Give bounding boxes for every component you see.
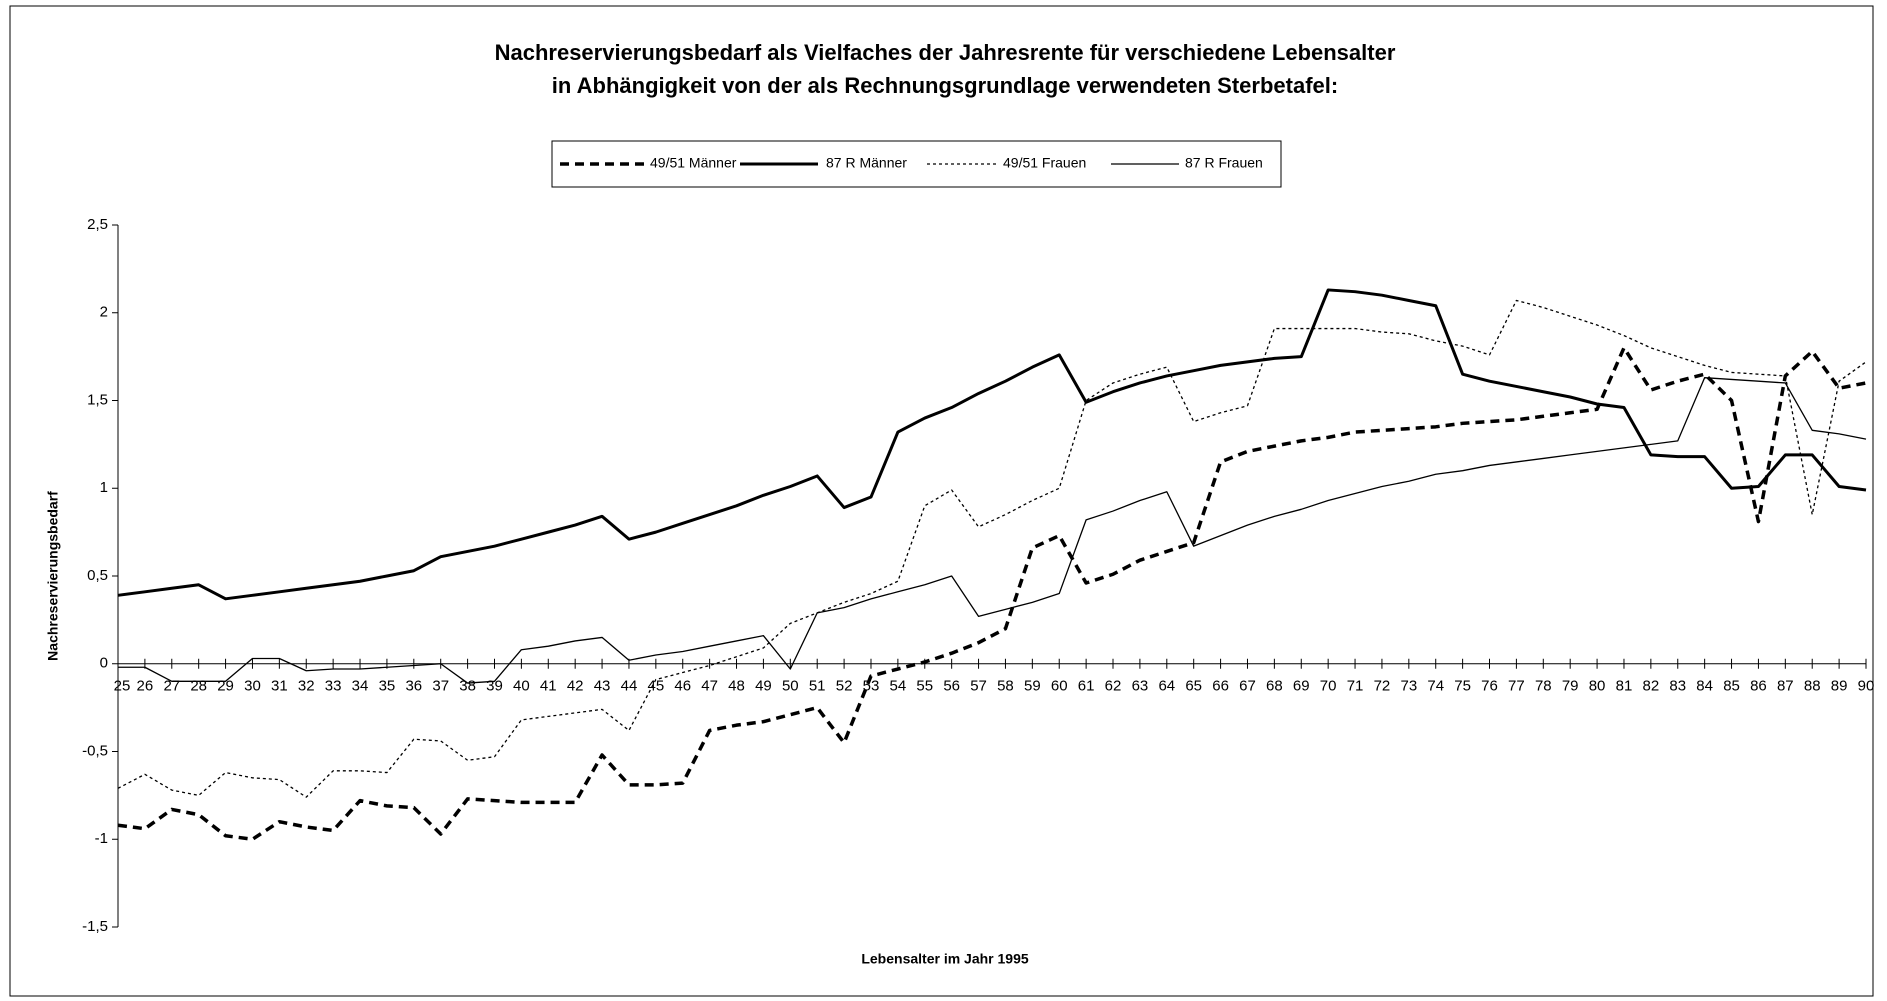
legend-label: 87 R Frauen (1185, 155, 1263, 171)
x-tick-label: 66 (1212, 678, 1229, 695)
y-tick-label: 2 (100, 304, 108, 321)
y-tick-label: -0,5 (82, 742, 108, 759)
x-tick-label: 89 (1831, 678, 1848, 695)
y-tick-label: 2,5 (87, 216, 108, 233)
series-line (117, 288, 1867, 601)
x-tick-label: 87 (1777, 678, 1794, 695)
x-tick-label: 83 (1669, 678, 1686, 695)
x-tick-label: 38 (459, 678, 476, 695)
x-tick-label: 77 (1508, 678, 1525, 695)
x-tick-label: 25 (114, 678, 131, 695)
chart-title: Nachreservierungsbedarf als Vielfaches d… (495, 40, 1396, 65)
x-tick-label: 84 (1696, 678, 1713, 695)
x-tick-label: 35 (379, 678, 396, 695)
x-tick-label: 31 (271, 678, 288, 695)
y-tick-label: 1 (100, 479, 108, 496)
x-tick-label: 42 (567, 678, 584, 695)
x-tick-label: 59 (1024, 678, 1041, 695)
legend-label: 49/51 Frauen (1003, 155, 1086, 171)
x-tick-label: 88 (1804, 678, 1821, 695)
y-tick-label: -1 (95, 830, 108, 847)
x-tick-label: 86 (1750, 678, 1767, 695)
x-tick-label: 48 (728, 678, 745, 695)
x-tick-label: 50 (782, 678, 799, 695)
x-tick-label: 85 (1723, 678, 1740, 695)
x-tick-label: 63 (1132, 678, 1149, 695)
x-tick-label: 34 (352, 678, 369, 695)
x-tick-label: 81 (1616, 678, 1633, 695)
y-tick-label: 0 (100, 655, 108, 672)
x-tick-label: 90 (1858, 678, 1875, 695)
x-tick-label: 61 (1078, 678, 1095, 695)
x-tick-label: 56 (943, 678, 960, 695)
x-tick-label: 40 (513, 678, 530, 695)
x-tick-label: 41 (540, 678, 557, 695)
series-line (117, 299, 1867, 798)
x-tick-label: 55 (916, 678, 933, 695)
x-tick-label: 71 (1347, 678, 1364, 695)
x-tick-label: 54 (890, 678, 907, 695)
x-tick-label: 68 (1266, 678, 1283, 695)
x-axis-title: Lebensalter im Jahr 1995 (861, 951, 1029, 967)
x-tick-label: 70 (1320, 678, 1337, 695)
x-tick-label: 37 (432, 678, 449, 695)
x-tick-label: 52 (836, 678, 853, 695)
x-tick-label: 45 (648, 678, 665, 695)
x-tick-label: 44 (621, 678, 638, 695)
y-tick-label: 1,5 (87, 391, 108, 408)
y-tick-label: 0,5 (87, 567, 108, 584)
x-tick-label: 75 (1454, 678, 1471, 695)
x-tick-label: 49 (755, 678, 772, 695)
x-tick-label: 29 (217, 678, 234, 695)
legend-label: 87 R Männer (826, 155, 907, 171)
series-line (118, 377, 1867, 684)
x-tick-label: 65 (1185, 678, 1202, 695)
x-tick-label: 76 (1481, 678, 1498, 695)
series-line (117, 346, 1867, 841)
x-tick-label: 67 (1239, 678, 1256, 695)
x-tick-label: 58 (997, 678, 1014, 695)
y-axis-title: Nachreservierungsbedarf (45, 491, 61, 661)
x-tick-label: 28 (190, 678, 207, 695)
legend-label: 49/51 Männer (650, 155, 737, 171)
x-tick-label: 69 (1293, 678, 1310, 695)
x-tick-label: 73 (1400, 678, 1417, 695)
x-tick-label: 39 (486, 678, 503, 695)
x-tick-label: 47 (701, 678, 718, 695)
x-tick-label: 78 (1535, 678, 1552, 695)
x-tick-label: 62 (1105, 678, 1122, 695)
x-tick-label: 36 (405, 678, 422, 695)
x-tick-label: 43 (594, 678, 611, 695)
x-tick-label: 51 (809, 678, 826, 695)
x-tick-label: 82 (1643, 678, 1660, 695)
chart-title: in Abhängigkeit von der als Rechnungsgru… (552, 73, 1338, 98)
x-tick-label: 27 (163, 678, 180, 695)
x-tick-label: 33 (325, 678, 342, 695)
x-tick-label: 57 (970, 678, 987, 695)
x-tick-label: 64 (1158, 678, 1175, 695)
x-tick-label: 60 (1051, 678, 1068, 695)
x-tick-label: 46 (674, 678, 691, 695)
x-tick-label: 26 (137, 678, 154, 695)
x-tick-label: 80 (1589, 678, 1606, 695)
y-tick-label: -1,5 (82, 918, 108, 935)
x-tick-label: 30 (244, 678, 261, 695)
x-tick-label: 32 (298, 678, 315, 695)
x-tick-label: 74 (1427, 678, 1444, 695)
x-tick-label: 72 (1374, 678, 1391, 695)
x-tick-label: 79 (1562, 678, 1579, 695)
